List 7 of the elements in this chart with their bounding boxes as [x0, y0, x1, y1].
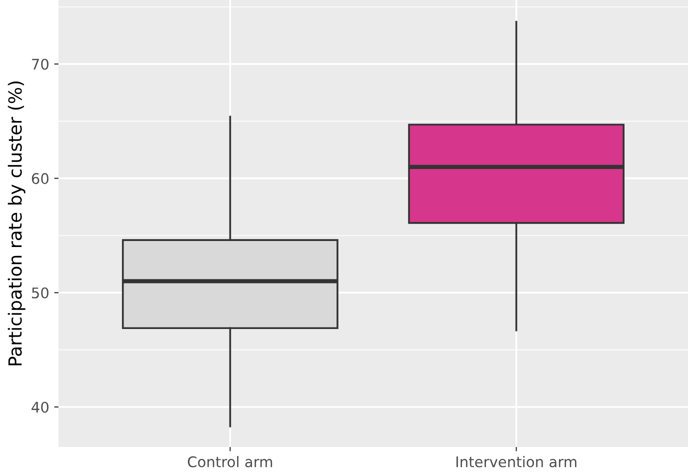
y-tick-label: 40	[32, 402, 48, 413]
x-tick-label: Intervention arm	[456, 456, 576, 468]
x-tick-label: Control arm	[188, 456, 272, 468]
y-tick-label: 70	[32, 58, 48, 70]
y-tick-label: 50	[32, 287, 48, 298]
y-axis-title: Participation rate by cluster (%)	[8, 81, 26, 366]
y-tick-label: 60	[32, 173, 48, 184]
